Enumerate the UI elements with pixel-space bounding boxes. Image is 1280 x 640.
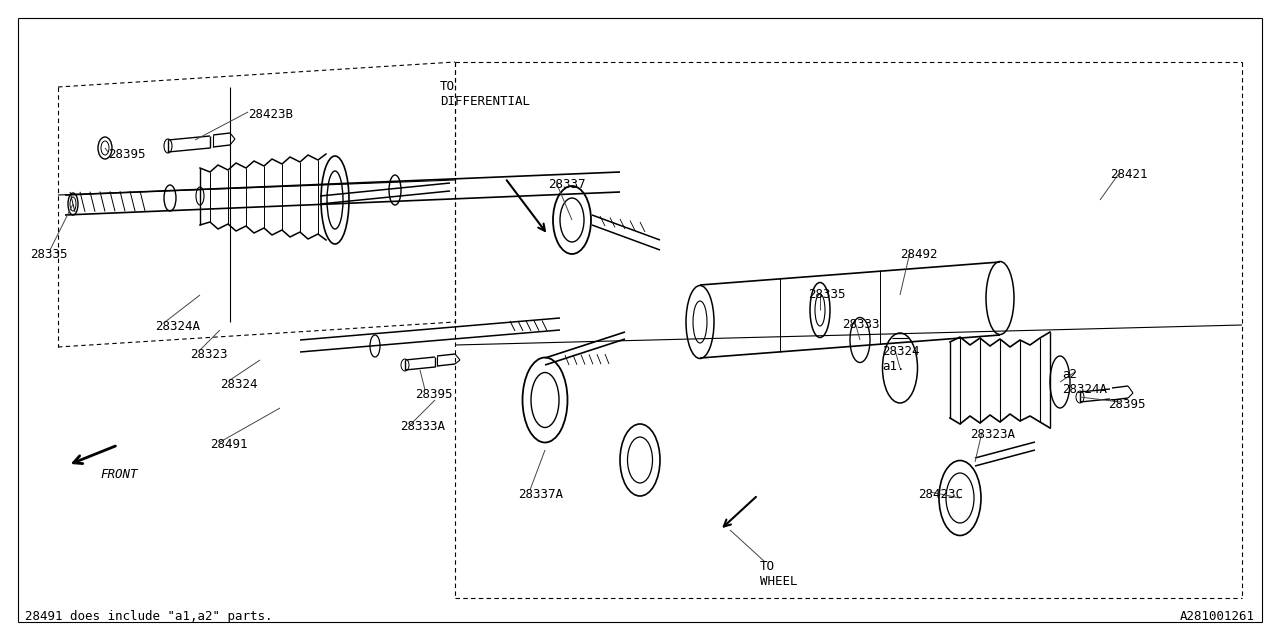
Text: 28421: 28421 [1110,168,1147,181]
Text: FRONT: FRONT [100,468,137,481]
Text: A281001261: A281001261 [1180,610,1254,623]
Text: 28323: 28323 [189,348,228,361]
Text: 28395: 28395 [108,148,146,161]
Text: 28324
a1.: 28324 a1. [882,345,919,373]
Text: 28333A: 28333A [399,420,445,433]
Text: 28395: 28395 [415,388,453,401]
Text: TO
DIFFERENTIAL: TO DIFFERENTIAL [440,80,530,108]
Text: 28423B: 28423B [248,108,293,121]
Text: 28337A: 28337A [518,488,563,501]
Text: 28335: 28335 [808,288,846,301]
Text: 28492: 28492 [900,248,937,261]
Text: 28491 does include "a1,a2" parts.: 28491 does include "a1,a2" parts. [26,610,273,623]
Text: 28324: 28324 [220,378,257,391]
Text: 28335: 28335 [29,248,68,261]
Text: 28324A: 28324A [155,320,200,333]
Text: a2
28324A: a2 28324A [1062,368,1107,396]
Text: 28491: 28491 [210,438,247,451]
Text: 28333: 28333 [842,318,879,331]
Text: 28423C: 28423C [918,488,963,501]
Text: 28337: 28337 [548,178,585,191]
Text: 28323A: 28323A [970,428,1015,441]
Text: TO
WHEEL: TO WHEEL [760,560,797,588]
Text: 28395: 28395 [1108,398,1146,411]
